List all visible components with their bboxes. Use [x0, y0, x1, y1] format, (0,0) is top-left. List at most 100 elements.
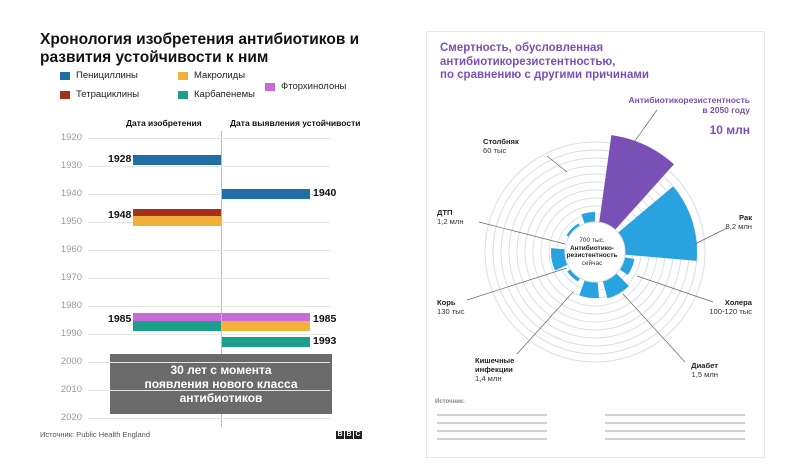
- source-line: [437, 438, 547, 440]
- label-name: в 2050 году: [702, 105, 750, 115]
- legend-swatch: [265, 82, 275, 91]
- leader-cholera: [636, 275, 714, 303]
- label-road-accidents: ДТП 1,2 млн: [437, 208, 464, 226]
- callout-box: 30 лет с момента появления нового класса…: [110, 354, 332, 414]
- legend-item-penicillins: Пенициллины: [60, 70, 138, 81]
- legend-item-carbapenems: Карбапенемы: [178, 89, 255, 100]
- label-diabetes: Диабет 1,5 млн: [691, 361, 718, 379]
- source-line: [605, 438, 745, 440]
- label-amr-2050: Антибиотикорезистентность в 2050 году 10…: [610, 95, 750, 137]
- sector-amr-2050: [599, 135, 674, 230]
- legend-label: Фторхинолоны: [281, 81, 347, 92]
- leader-amr-2050: [626, 109, 658, 153]
- label-name: Корь: [437, 298, 456, 307]
- leader-measles: [466, 267, 568, 301]
- leader-cancer: [694, 227, 728, 245]
- y-tick-label: 2020: [60, 412, 82, 423]
- label-value: 130 тыс: [437, 307, 465, 316]
- radial-chart: [437, 109, 745, 440]
- source-line: [437, 422, 547, 424]
- sector-cancer: [617, 186, 697, 261]
- sources-title: Источник:: [435, 399, 465, 405]
- y-tick-label: 1920: [60, 132, 82, 143]
- leader-diabetes: [622, 293, 686, 363]
- center-value: 700 тыс.: [579, 237, 605, 244]
- title-line: антибиотикорезистентностью,: [440, 55, 616, 68]
- center-text: Антибиотико-: [569, 244, 615, 252]
- sources-block: Источник:: [435, 399, 755, 405]
- callout-line: антибиотиков: [179, 391, 263, 405]
- bar-fluoroquinolones-resistance: [222, 313, 310, 323]
- bar-value-label: 1940: [313, 187, 337, 199]
- bar-carbapenems-resistance: [222, 337, 310, 348]
- bar-value-label: 1985: [313, 313, 337, 325]
- label-value: 10 млн: [709, 123, 750, 137]
- legend-label: Карбапенемы: [194, 89, 255, 100]
- bar-penicillins-resistance: [222, 189, 310, 199]
- bar-macrolides-resistance: [222, 321, 310, 331]
- title-line: Смертность, обусловленная: [440, 42, 604, 54]
- label-cholera: Холера 100-120 тыс: [709, 298, 752, 316]
- legend-label: Тетрациклины: [76, 89, 140, 100]
- bar-value-label: 1948: [108, 209, 132, 222]
- label-measles: Корь 130 тыс: [437, 298, 465, 316]
- legend-label: Пенициллины: [76, 70, 138, 81]
- source-line: [605, 422, 745, 424]
- y-tick-label: 2000: [60, 356, 82, 367]
- label-cancer: Рак 8,2 млн: [725, 213, 752, 231]
- source-line: [605, 414, 745, 416]
- label-value: 1,5 млн: [691, 370, 718, 379]
- label-name: Антибиотикорезистентность: [628, 95, 750, 105]
- gridline: [88, 418, 330, 419]
- y-tick-label: 1960: [60, 244, 82, 255]
- label-intestinal-infections: Кишечные инфекции 1,4 млн: [475, 356, 514, 383]
- bar-value-label: 1993: [313, 335, 337, 348]
- center-text: сейчас: [581, 259, 603, 267]
- gridline: [88, 306, 330, 307]
- gridline: [88, 194, 330, 195]
- legend-swatch: [60, 71, 70, 80]
- sector-measles: [567, 269, 580, 282]
- timeline-chart: Хронология изобретения антибиотиков и ра…: [0, 0, 380, 469]
- legend-item-tetracyclines: Тетрациклины: [60, 89, 139, 100]
- source-line: [605, 430, 745, 432]
- source-line: [437, 414, 547, 416]
- bar-macrolides-invented: [133, 216, 221, 227]
- y-tick-label: 1970: [60, 272, 82, 283]
- y-tick-label: 1980: [60, 300, 82, 311]
- sector-amr-now: [581, 212, 595, 224]
- chart-title: Смертность, обусловленная антибиотикорез…: [440, 42, 670, 83]
- mortality-chart: Смертность, обусловленная антибиотикорез…: [426, 31, 765, 458]
- source-line: [437, 430, 547, 432]
- chart-title: Хронология изобретения антибиотиков и ра…: [40, 31, 360, 66]
- label-value: 100-120 тыс: [709, 307, 752, 316]
- label-tetanus: Столбняк 60 тыс: [483, 137, 519, 155]
- leader-tetanus: [546, 155, 568, 173]
- label-value: 60 тыс: [483, 146, 507, 155]
- legend-item-macrolides: Макролиды: [178, 70, 245, 81]
- y-tick-label: 1930: [60, 160, 82, 171]
- sector-cholera: [619, 257, 635, 275]
- bar-value-label: 1985: [108, 313, 132, 325]
- gridline: [88, 362, 330, 363]
- y-tick-label: 1990: [60, 328, 82, 339]
- bar-carbapenems-invented: [133, 321, 221, 331]
- center-circle: [564, 221, 626, 283]
- label-value: 1,4 млн: [475, 374, 502, 383]
- gridline: [88, 278, 330, 279]
- label-value: 1,2 млн: [437, 217, 464, 226]
- gridline: [88, 390, 330, 391]
- label-name: Диабет: [691, 361, 718, 370]
- bar-penicillins-invented: [133, 155, 221, 166]
- sector-road-accidents: [551, 248, 568, 271]
- bar-tetracyclines-invented: [133, 209, 221, 220]
- callout-line: 30 лет с момента: [170, 363, 272, 377]
- label-name: Рак: [739, 213, 752, 222]
- bar-value-label: 1928: [108, 153, 132, 166]
- bbc-logo-letter: C: [354, 431, 362, 439]
- bbc-logo: B B C: [336, 431, 362, 439]
- legend-label: Макролиды: [194, 70, 246, 81]
- legend-item-fluoroquinolones: Фторхинолоны: [265, 81, 346, 92]
- leader-road-accidents: [478, 221, 566, 245]
- column-header-invention: Дата изобретения: [126, 118, 202, 128]
